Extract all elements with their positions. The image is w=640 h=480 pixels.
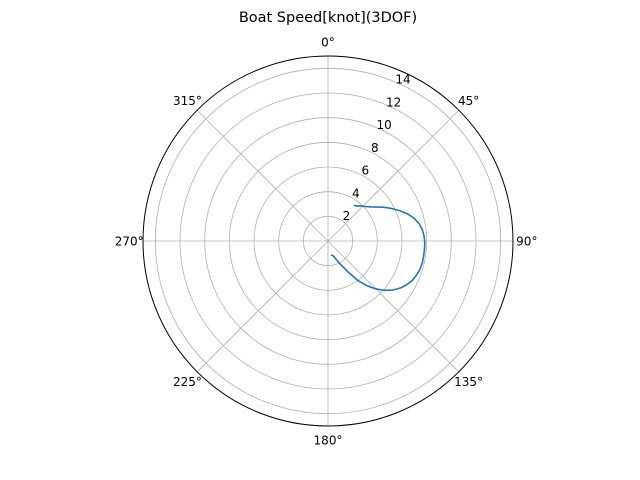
r-tick-label: 2 (343, 209, 351, 223)
theta-gridline-5 (196, 240, 329, 373)
chart-title: Boat Speed[knot](3DOF) (239, 10, 417, 26)
r-tick-label: 10 (377, 118, 392, 132)
series-layer (330, 204, 426, 292)
polar-grid (143, 56, 513, 426)
theta-gridline-1 (327, 109, 460, 242)
theta-tick-label: 225° (173, 375, 202, 389)
r-tick-label: 8 (371, 141, 379, 155)
theta-tick-label: 180° (314, 433, 343, 447)
theta-tick-label: 315° (173, 94, 202, 108)
theta-gridline-3 (327, 240, 460, 373)
r-tick-label: 6 (361, 164, 369, 178)
r-tick-label: 14 (395, 72, 410, 86)
theta-tick-label: 0° (321, 36, 335, 50)
r-tick-label: 4 (352, 186, 360, 200)
series-line-0 (330, 204, 426, 292)
theta-tick-label: 90° (516, 235, 537, 249)
r-tick-label: 12 (386, 95, 401, 109)
theta-tick-label: 45° (458, 94, 479, 108)
theta-tick-label: 135° (454, 375, 483, 389)
theta-tick-label: 270° (115, 235, 144, 249)
theta-tick-labels: 0° 45° 90° 135° 180° 225° 270° 315° (115, 36, 538, 448)
theta-gridline-7 (196, 109, 329, 242)
polar-frame (142, 55, 514, 427)
